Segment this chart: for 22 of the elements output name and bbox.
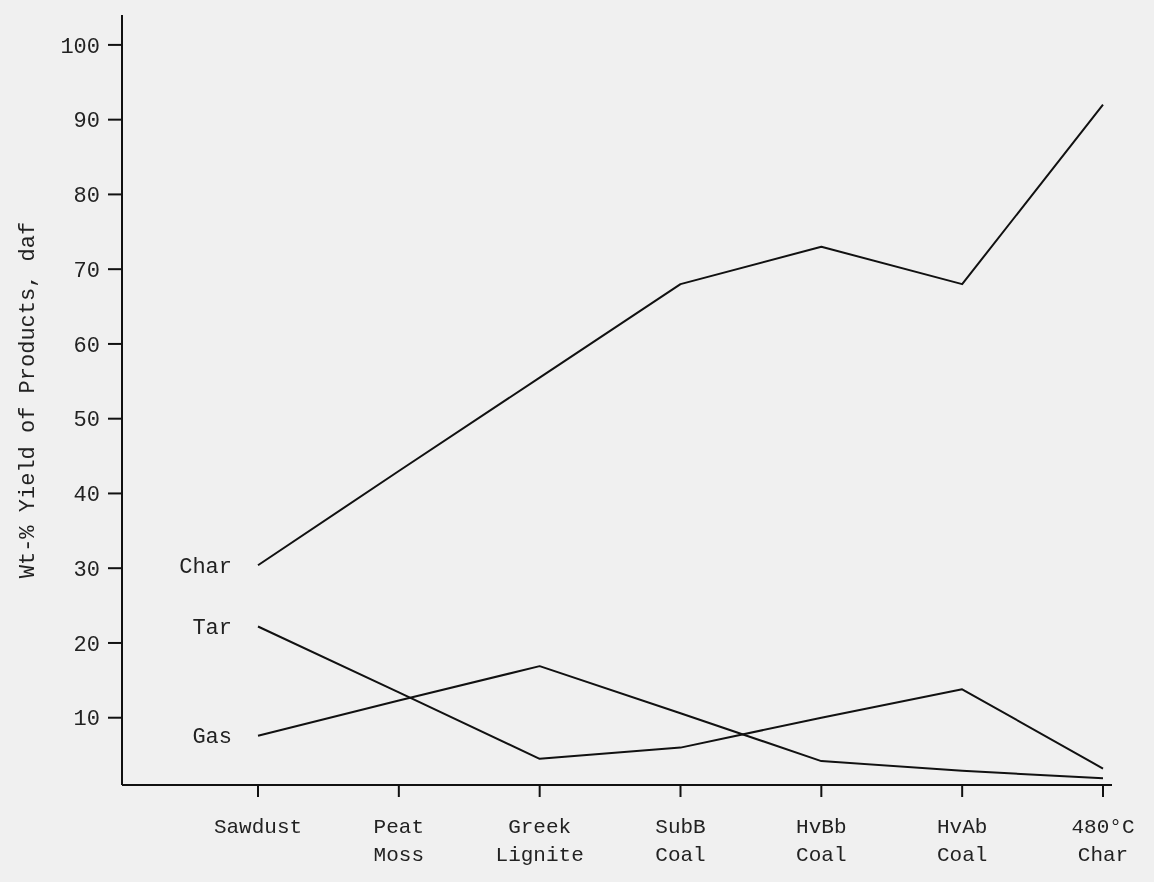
series-label: Tar bbox=[192, 616, 232, 642]
y-axis-title: Wt-% Yield of Products, daf bbox=[16, 221, 41, 579]
y-tick-label: 30 bbox=[73, 557, 100, 583]
x-tick-label: HvAb Coal bbox=[936, 816, 988, 867]
x-tick-label: Peat Moss bbox=[373, 816, 425, 867]
y-tick-label: 90 bbox=[73, 109, 100, 135]
y-tick-label: 10 bbox=[73, 707, 100, 733]
y-tick-label: 20 bbox=[73, 632, 100, 658]
x-tick-label: Greek Lignite bbox=[495, 816, 584, 867]
y-tick-label: 60 bbox=[73, 333, 100, 359]
y-tick-label: 80 bbox=[73, 184, 100, 210]
y-tick-label: 40 bbox=[73, 483, 100, 509]
line-series bbox=[257, 103, 1104, 567]
y-tick-label: 70 bbox=[73, 258, 100, 284]
y-tick-label: 100 bbox=[60, 34, 100, 60]
y-tick-label: 50 bbox=[73, 408, 100, 434]
series-label: Gas bbox=[192, 725, 232, 751]
x-tick-label: HvBb Coal bbox=[796, 816, 847, 867]
x-tick-label: 480°C Char bbox=[1071, 816, 1135, 867]
x-tick-label: Sawdust bbox=[213, 816, 303, 839]
series-label: Char bbox=[179, 554, 232, 580]
x-tick-label: SubB Coal bbox=[655, 816, 706, 867]
